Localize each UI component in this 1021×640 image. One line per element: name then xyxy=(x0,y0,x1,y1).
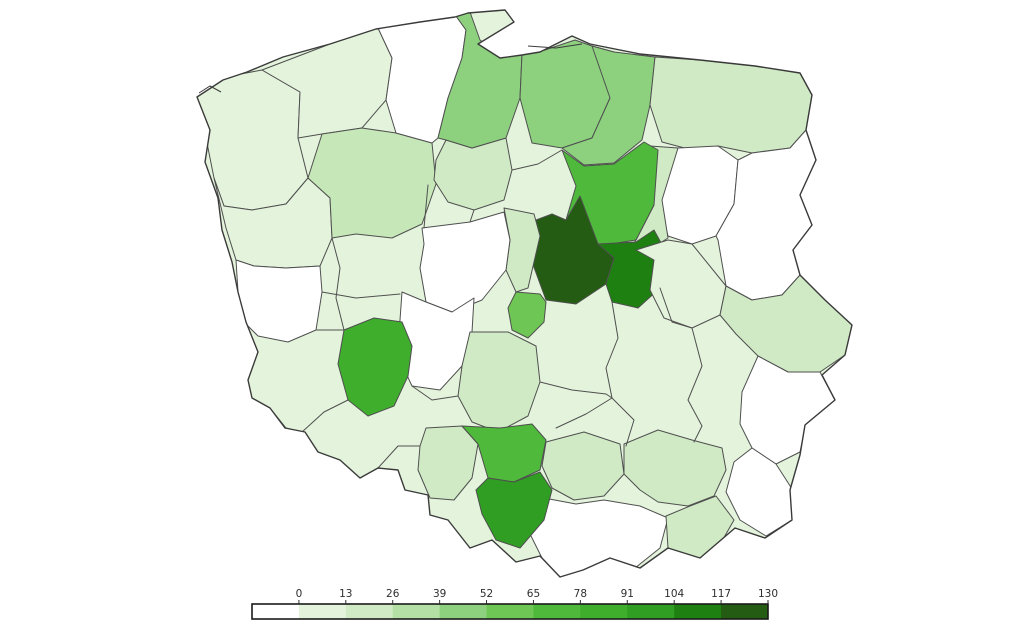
region-boundary-line xyxy=(301,399,349,433)
legend-tick-label: 0 xyxy=(296,588,303,600)
legend-segment xyxy=(533,604,581,619)
region-boundary-line xyxy=(321,291,401,299)
legend-tick-label: 52 xyxy=(480,588,493,600)
legend-tick-label: 65 xyxy=(527,588,540,600)
legend-segment xyxy=(486,604,534,619)
legend-tick-label: 91 xyxy=(621,588,634,600)
region-boundary-line xyxy=(511,149,563,171)
legend-segment xyxy=(252,604,300,619)
coastline-detail xyxy=(198,85,222,94)
region-boundary-line xyxy=(611,397,635,447)
legend-tick-label: 130 xyxy=(758,588,778,600)
map-region-pila xyxy=(307,127,437,239)
region-boundary-line xyxy=(377,445,421,469)
map-region-siedlce xyxy=(635,239,727,329)
region-boundary-line xyxy=(605,301,619,399)
legend-border xyxy=(251,603,769,620)
map-regions-group xyxy=(197,10,852,577)
map-region-katowice-rybnik xyxy=(475,471,553,549)
map-region-bydgoszcz-grudziadz xyxy=(433,137,513,211)
poland-outline xyxy=(196,9,853,578)
map-region-olsztyn xyxy=(561,45,656,166)
map-region-czestochowa xyxy=(461,423,547,483)
region-boundary-line xyxy=(469,209,475,223)
legend-segment xyxy=(345,604,394,619)
region-boundary-line xyxy=(331,237,345,331)
legend-tick-label: 78 xyxy=(574,588,587,600)
map-region-skierniewice xyxy=(507,291,547,339)
region-boundary-line xyxy=(687,327,703,443)
region-boundary-line xyxy=(659,287,693,329)
coastline-detail xyxy=(527,43,583,49)
map-region-szczecin xyxy=(197,69,309,211)
map-region-leszno-lubuskie xyxy=(337,317,413,417)
legend-segment xyxy=(580,604,628,619)
map-region-konin xyxy=(419,211,511,313)
region-boundary-line xyxy=(555,397,613,429)
legend-tick-label: 26 xyxy=(386,588,400,600)
region-boundary-line xyxy=(411,385,459,401)
legend-segment xyxy=(298,604,347,619)
legend-segment xyxy=(674,604,722,619)
legend-segment xyxy=(392,604,441,619)
map-region-sieradz xyxy=(457,331,541,433)
legend-tick-label: 104 xyxy=(664,588,684,600)
legend-segment xyxy=(627,604,675,619)
map-region-tarnow-rzeszow xyxy=(623,429,727,507)
legend-tick-label: 117 xyxy=(711,588,731,600)
colorbar-legend: 0 13 26 39 52 65 78 91 104 117 130 xyxy=(251,588,778,620)
legend-tick-label: 39 xyxy=(433,588,446,600)
region-boundary-line xyxy=(539,381,613,399)
legend-segment xyxy=(439,604,488,619)
region-boundary-line xyxy=(423,184,429,229)
legend-segment xyxy=(721,604,769,619)
legend-tick-label: 13 xyxy=(339,588,352,600)
map-region-bielsko-nowytarg xyxy=(529,497,669,577)
map-region-krakow xyxy=(541,431,625,501)
